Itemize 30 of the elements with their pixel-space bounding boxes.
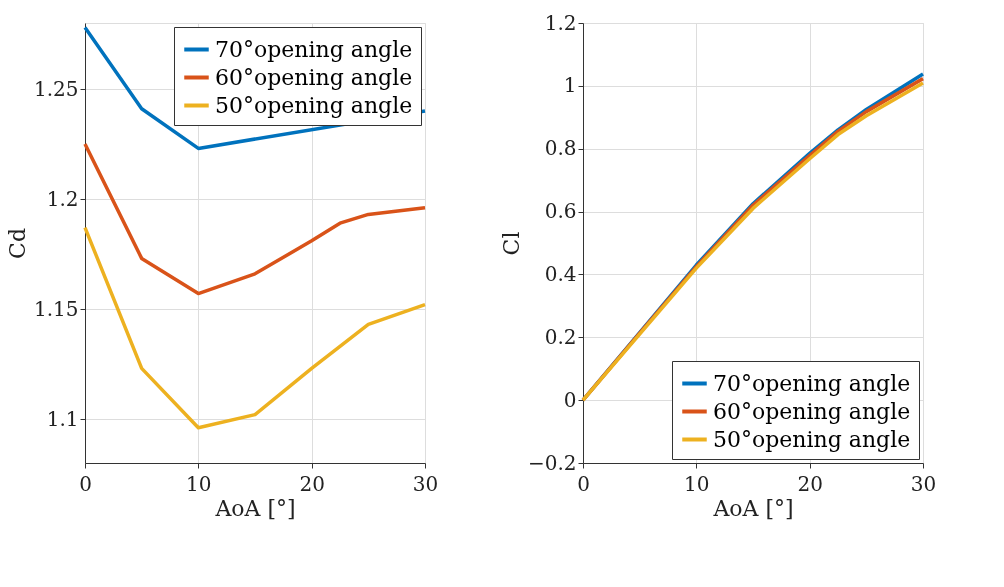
y-tick-label: 1.25	[33, 76, 79, 101]
y-tick-label: 1.1	[46, 406, 79, 431]
x-tick-label: 10	[684, 471, 710, 496]
x-axis-title: AoA [°]	[712, 495, 794, 521]
legend-label: 60°opening angle	[713, 398, 911, 424]
legend-label: 70°opening angle	[713, 370, 911, 396]
y-tick-label: 0.2	[544, 324, 577, 349]
y-tick-label: 1	[563, 73, 577, 98]
line-series	[83, 142, 427, 296]
y-tick-label: −0.2	[527, 450, 577, 475]
x-axis-title: AoA [°]	[214, 495, 296, 521]
legend-label: 70°opening angle	[215, 36, 413, 62]
x-tick-label: 20	[797, 471, 823, 496]
legend-label: 50°opening angle	[713, 426, 911, 452]
y-axis-title: Cd	[4, 228, 30, 259]
legend-label: 60°opening angle	[215, 64, 413, 90]
y-tick-label: 0.6	[544, 199, 577, 224]
x-tick-label: 30	[412, 471, 439, 496]
y-tick-label: 1.15	[33, 296, 79, 321]
y-tick-label: 0	[563, 387, 577, 412]
y-tick-label: 1.2	[544, 10, 577, 35]
y-axis-title: Cl	[498, 231, 524, 256]
legend-label: 50°opening angle	[215, 92, 413, 118]
y-tick-label: 0.8	[544, 136, 577, 161]
line-series	[83, 225, 427, 430]
x-tick-label: 20	[299, 471, 325, 496]
y-tick-label: 1.2	[46, 186, 79, 211]
x-tick-label: 10	[186, 471, 212, 496]
y-tick-label: 0.4	[544, 261, 577, 286]
x-tick-label: 30	[910, 471, 937, 496]
